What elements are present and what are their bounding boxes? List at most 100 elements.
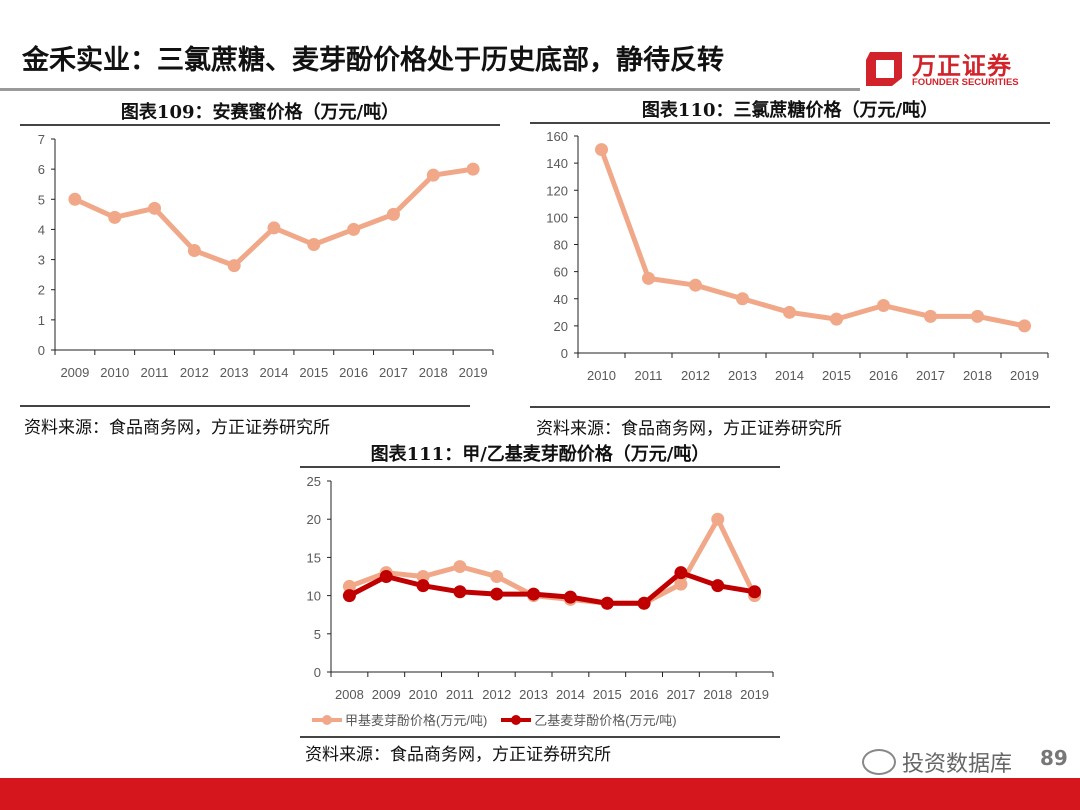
y-tick-label: 20 <box>554 319 568 334</box>
series-0-point <box>416 570 430 583</box>
series-0-point <box>307 238 321 251</box>
x-tick-label: 2014 <box>556 687 585 702</box>
series-1-point <box>637 596 651 610</box>
series-0-line <box>348 516 757 606</box>
watermark-text: 投资数据库 <box>902 752 1013 777</box>
y-tick-label: 6 <box>38 162 45 177</box>
series-0-point <box>187 244 201 258</box>
x-tick-label: 2011 <box>446 687 474 702</box>
legend-label: 乙基麦芽酚价格(万元/吨) <box>534 713 677 728</box>
legend-item-ethyl: 乙基麦芽酚价格(万元/吨) <box>501 710 677 729</box>
series-0-point <box>267 221 281 235</box>
y-tick-label: 40 <box>554 292 568 307</box>
logo-text-cn: 万正证券 <box>912 52 1012 80</box>
x-tick-label: 2016 <box>339 365 368 380</box>
x-tick-label: 2012 <box>681 368 710 383</box>
y-tick-label: 0 <box>38 343 45 358</box>
x-tick-label: 2010 <box>409 687 438 702</box>
x-tick-label: 2017 <box>379 365 408 380</box>
y-tick-label: 60 <box>554 265 568 280</box>
x-tick-label: 2017 <box>916 368 945 383</box>
x-tick-label: 2015 <box>299 365 328 380</box>
x-tick-label: 2018 <box>703 687 732 702</box>
series-0-point <box>426 168 440 182</box>
series-1-point <box>600 596 614 610</box>
series-0-point <box>711 512 725 526</box>
x-tick-label: 2019 <box>459 365 488 380</box>
logo-mark-icon <box>866 52 902 86</box>
legend-swatch <box>501 714 532 725</box>
x-tick-label: 2015 <box>822 368 851 383</box>
series-0-point <box>466 162 480 176</box>
series-0-point <box>783 305 796 319</box>
page-number: 89 <box>1040 746 1068 770</box>
footer-bar <box>0 778 1080 810</box>
x-tick-label: 2009 <box>372 687 401 702</box>
chart-111-top-rule <box>300 466 780 468</box>
y-tick-label: 0 <box>314 665 321 680</box>
chart-110-bottom-rule <box>530 406 1050 408</box>
x-tick-label: 2012 <box>180 365 209 380</box>
chart-109-bottom-rule <box>20 405 470 407</box>
x-tick-label: 2013 <box>220 365 249 380</box>
series-0-line <box>73 166 474 269</box>
series-0-point <box>342 579 356 593</box>
series-0-point <box>877 299 890 313</box>
chart-110-title: 图表110：三氯蔗糖价格（万元/吨） <box>641 100 939 121</box>
series-0-line <box>599 148 1025 329</box>
series-0-point <box>1018 319 1031 333</box>
x-tick-label: 2014 <box>775 368 804 383</box>
y-tick-label: 3 <box>38 253 45 268</box>
series-0-point <box>453 560 467 574</box>
series-0-point <box>490 570 504 583</box>
x-tick-label: 2010 <box>100 365 129 380</box>
watermark: 投资数据库 <box>862 746 1012 778</box>
chart-110-source: 资料来源：食品商务网，方正证券研究所 <box>536 419 842 439</box>
series-0-point <box>971 309 984 323</box>
y-tick-label: 100 <box>546 210 568 225</box>
x-tick-label: 2018 <box>963 368 992 383</box>
series-0-point <box>108 210 122 224</box>
chart-0-plot: 0 1 2 3 4 5 6 7 2009 2010 2011 2012 2013 2014 2015 2016… <box>38 132 494 380</box>
y-tick-label: 140 <box>546 156 568 171</box>
x-tick-label: 2019 <box>740 687 769 702</box>
wechat-icon <box>862 749 896 775</box>
x-tick-label: 2017 <box>666 687 695 702</box>
y-tick-label: 7 <box>38 132 45 147</box>
series-0-point <box>227 259 241 273</box>
series-1-point <box>379 570 393 583</box>
series-1-point <box>748 585 762 599</box>
y-tick-label: 80 <box>554 238 568 253</box>
x-tick-label: 2011 <box>141 365 169 380</box>
series-1-point <box>563 590 577 604</box>
series-0-point <box>689 278 702 292</box>
x-tick-label: 2016 <box>630 687 659 702</box>
series-1-point <box>490 587 504 601</box>
y-tick-label: 2 <box>38 283 45 298</box>
y-tick-label: 120 <box>546 183 568 198</box>
series-0-point <box>347 222 361 236</box>
x-tick-label: 2008 <box>335 687 364 702</box>
y-tick-label: 0 <box>561 346 568 361</box>
slide-title: 金禾实业：三氯蔗糖、麦芽酚价格处于历史底部，静待反转 <box>22 45 724 76</box>
x-tick-label: 2009 <box>60 365 89 380</box>
chart-111-bottom-rule <box>300 736 780 738</box>
series-1-point <box>674 566 688 580</box>
chart-1-plot: 0 20 40 60 80 100 120 140 160 2010 2011 2012 2013 201… <box>546 129 1049 383</box>
series-0-point <box>736 292 749 306</box>
x-tick-label: 2013 <box>519 687 548 702</box>
y-tick-label: 10 <box>307 589 321 604</box>
x-tick-label: 2010 <box>587 368 616 383</box>
title-divider <box>0 88 860 91</box>
series-0-point <box>68 192 82 206</box>
series-0-point <box>386 207 400 221</box>
series-0-point <box>674 577 688 591</box>
legend-item-methyl: 甲基麦芽酚价格(万元/吨) <box>312 710 487 729</box>
y-tick-label: 15 <box>307 550 321 565</box>
x-tick-label: 2013 <box>728 368 757 383</box>
y-tick-label: 5 <box>38 192 45 207</box>
x-tick-label: 2018 <box>419 365 448 380</box>
series-1-point <box>711 579 725 593</box>
x-tick-label: 2011 <box>635 368 663 383</box>
y-tick-label: 20 <box>307 512 321 527</box>
